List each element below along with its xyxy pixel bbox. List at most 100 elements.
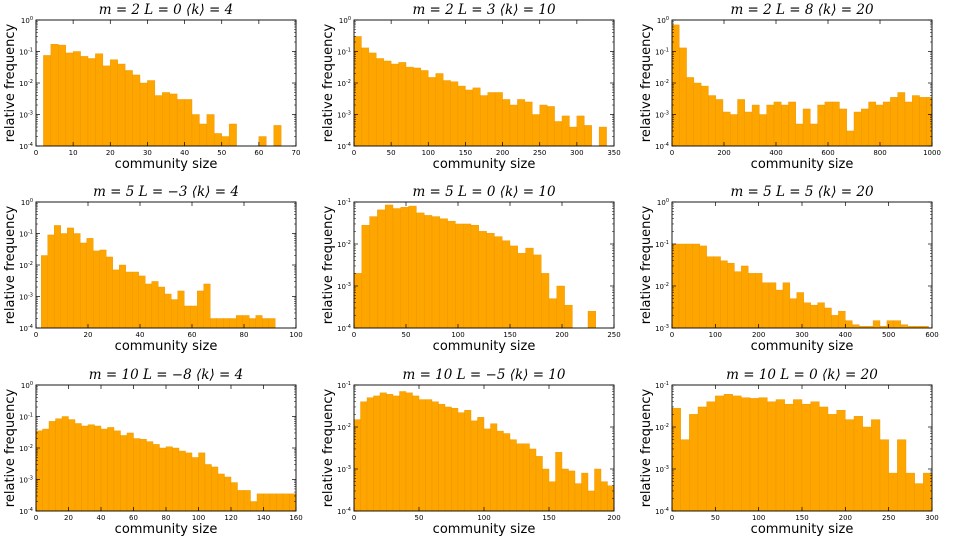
histogram-bar bbox=[447, 220, 456, 329]
histogram-bar bbox=[897, 92, 906, 147]
histogram-bar bbox=[399, 391, 407, 512]
bars-group bbox=[353, 36, 607, 147]
x-tick-label: 100 bbox=[289, 331, 302, 339]
y-tick-label: 10-1 bbox=[19, 48, 33, 57]
histogram-bar bbox=[457, 85, 466, 147]
histogram-bar bbox=[723, 394, 733, 512]
y-axis-label: relative frequency bbox=[639, 206, 654, 325]
histogram-bar bbox=[198, 452, 206, 512]
histogram-bar bbox=[431, 401, 439, 512]
y-tick-label: 10-4 bbox=[19, 507, 33, 516]
histogram-bar bbox=[289, 493, 297, 512]
histogram-bar bbox=[584, 125, 592, 147]
histogram-bar bbox=[796, 292, 804, 329]
histogram-bar bbox=[831, 101, 840, 147]
y-tick-label: 10-2 bbox=[337, 79, 351, 88]
histogram-bar bbox=[487, 92, 496, 147]
x-tick-label: 350 bbox=[607, 149, 620, 157]
x-tick-label: 400 bbox=[769, 149, 782, 157]
x-axis-label: community size bbox=[433, 157, 536, 172]
histogram-bar bbox=[759, 114, 767, 147]
histogram-bar bbox=[700, 85, 709, 147]
histogram-bar bbox=[861, 108, 869, 147]
x-tick-label: 20 bbox=[84, 331, 93, 339]
y-tick-label: 10-1 bbox=[337, 198, 351, 207]
histogram-svg: m = 10 L = −8 ⟨k⟩ = 4 10-4 10-3 10-2 10-1 100… bbox=[3, 367, 303, 537]
histogram-bar bbox=[258, 136, 267, 147]
histogram-bar bbox=[594, 468, 602, 512]
x-tick-label: 60 bbox=[129, 514, 138, 522]
x-tick-label: 300 bbox=[570, 149, 583, 157]
histogram-svg: m = 10 L = 0 ⟨k⟩ = 20 10-4 10-3 10-2 10-1 0 50… bbox=[639, 367, 939, 537]
histogram-bar bbox=[105, 256, 113, 329]
panel-title: m = 2 L = 0 ⟨k⟩ = 4 bbox=[99, 2, 234, 18]
histogram-bar bbox=[509, 104, 518, 147]
y-tick-label: 10-4 bbox=[19, 142, 33, 151]
histogram-bar bbox=[477, 417, 485, 512]
x-axis-label: community size bbox=[433, 339, 536, 354]
histogram-bar bbox=[741, 265, 749, 329]
histogram-bar bbox=[836, 410, 846, 512]
x-axis-label: community size bbox=[115, 339, 218, 354]
histogram-bar bbox=[839, 108, 847, 147]
histogram-bar bbox=[439, 218, 448, 329]
histogram-bar bbox=[126, 432, 134, 512]
histogram-bar bbox=[766, 104, 775, 147]
bars-group bbox=[353, 391, 615, 512]
x-tick-label: 600 bbox=[925, 331, 938, 339]
histogram-bar bbox=[273, 125, 282, 147]
y-tick-label: 10-2 bbox=[655, 282, 669, 291]
histogram-bar bbox=[169, 93, 178, 147]
x-tick-label: 50 bbox=[402, 331, 411, 339]
histogram-bar bbox=[92, 250, 100, 329]
histogram-bar bbox=[379, 392, 387, 512]
histogram-bar bbox=[554, 121, 563, 147]
x-tick-label: 100 bbox=[709, 331, 722, 339]
x-tick-label: 500 bbox=[882, 331, 895, 339]
histogram-bar bbox=[685, 243, 693, 329]
histogram-bar bbox=[853, 416, 863, 512]
y-tick-label: 100 bbox=[657, 16, 669, 25]
histogram-bar bbox=[172, 447, 180, 512]
histogram-bar bbox=[548, 298, 558, 329]
x-tick-label: 0 bbox=[352, 514, 356, 522]
y-tick-label: 100 bbox=[21, 381, 33, 390]
x-axis-label: community size bbox=[115, 157, 218, 172]
histogram-bar bbox=[852, 324, 860, 329]
histogram-bar bbox=[748, 273, 756, 329]
histogram-bar bbox=[94, 425, 102, 512]
histogram-bar bbox=[408, 205, 417, 329]
histogram-bar bbox=[587, 311, 597, 329]
histogram-bar bbox=[282, 493, 290, 512]
x-tick-label: 250 bbox=[607, 331, 620, 339]
histogram-bar bbox=[68, 419, 76, 512]
histogram-bar bbox=[74, 423, 82, 512]
histogram-panel-4: m = 5 L = −3 ⟨k⟩ = 4 10-4 10-3 10-2 10-1 100 0… bbox=[0, 182, 318, 364]
histogram-panel-2: m = 2 L = 3 ⟨k⟩ = 10 10-4 10-3 10-2 10-1 100 0… bbox=[318, 0, 636, 182]
histogram-bar bbox=[206, 114, 215, 147]
y-tick-label: 10-2 bbox=[337, 423, 351, 432]
histogram-bar bbox=[686, 77, 695, 147]
histogram-bar bbox=[780, 104, 789, 147]
histogram-bar bbox=[230, 482, 238, 512]
histogram-bar bbox=[360, 401, 368, 512]
histogram-bar bbox=[720, 260, 728, 329]
histogram-bar bbox=[170, 299, 178, 329]
histogram-bar bbox=[817, 302, 825, 329]
histogram-bar bbox=[824, 101, 833, 147]
histogram-bar bbox=[516, 443, 524, 512]
histogram-bar bbox=[451, 408, 459, 512]
histogram-bar bbox=[386, 394, 394, 512]
histogram-bar bbox=[827, 414, 837, 512]
y-tick-label: 10-4 bbox=[337, 324, 351, 333]
plot-frame bbox=[353, 201, 615, 329]
histogram-bar bbox=[900, 324, 908, 329]
histogram-bar bbox=[470, 225, 480, 329]
x-tick-label: 1000 bbox=[923, 149, 941, 157]
histogram-bar bbox=[99, 249, 107, 329]
histogram-bar bbox=[574, 483, 582, 512]
histogram-bar bbox=[904, 101, 913, 147]
x-tick-label: 100 bbox=[451, 331, 464, 339]
histogram-bar bbox=[727, 262, 735, 329]
histogram-bar bbox=[435, 73, 444, 147]
